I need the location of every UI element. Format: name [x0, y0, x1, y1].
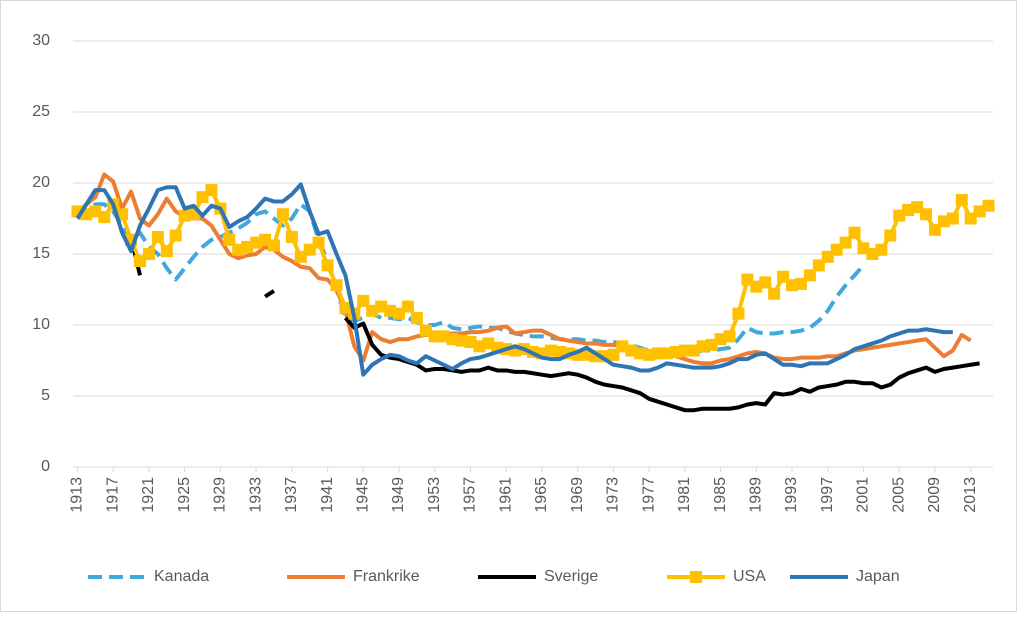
series-marker [759, 276, 772, 289]
x-tick-label: 1969 [569, 477, 586, 513]
x-tick-label: 1925 [176, 477, 193, 513]
x-tick-label: 1989 [748, 477, 765, 513]
series-marker [321, 259, 334, 272]
x-tick-label: 2005 [890, 477, 907, 513]
series-marker [223, 233, 236, 246]
y-tick-label: 30 [32, 32, 50, 49]
series-marker [357, 294, 370, 307]
x-tick-label: 2001 [855, 477, 872, 513]
y-tick-label: 0 [41, 458, 50, 475]
legend-label: Sverige [544, 568, 598, 585]
series-line [75, 182, 953, 377]
x-tick-label: 1997 [819, 477, 836, 513]
series-marker [848, 226, 861, 239]
y-tick-label: 25 [32, 103, 50, 120]
y-tick-label: 20 [32, 174, 50, 191]
x-tick-label: 1985 [712, 477, 729, 513]
series-line [76, 202, 865, 356]
series-marker [884, 229, 897, 242]
x-tick-label: 1973 [605, 477, 622, 513]
y-tick-label: 5 [41, 387, 50, 404]
x-tick-label: 1921 [140, 477, 157, 513]
series-marker [410, 311, 423, 324]
series-marker [955, 194, 968, 207]
series-marker [946, 212, 959, 225]
series-marker [142, 248, 155, 260]
x-tick-label: 1977 [640, 477, 657, 513]
x-tick-label: 1961 [497, 477, 514, 513]
series-marker [723, 330, 736, 343]
series-marker [98, 211, 111, 224]
series-marker [169, 229, 182, 242]
x-tick-label: 1981 [676, 477, 693, 513]
legend-label: Kanada [154, 568, 209, 585]
x-tick-label: 1957 [462, 477, 479, 513]
series-line [76, 172, 972, 366]
series-marker [803, 269, 816, 282]
series-marker [839, 236, 852, 249]
series-marker [285, 230, 298, 243]
series-marker [982, 199, 995, 212]
x-tick-label: 1913 [69, 477, 86, 513]
series-marker [205, 184, 218, 197]
x-tick-label: 1937 [283, 477, 300, 513]
x-tick-label: 1917 [104, 477, 121, 513]
series-marker [768, 287, 781, 300]
series-marker [151, 230, 164, 243]
x-tick-label: 1941 [319, 477, 336, 513]
series-marker [276, 208, 289, 221]
series-marker [160, 245, 173, 258]
series-marker [875, 243, 888, 256]
legend-label: Frankrike [353, 568, 420, 585]
x-tick-label: 1953 [426, 477, 443, 513]
series-marker [267, 239, 280, 252]
y-tick-label: 10 [32, 316, 50, 333]
x-tick-label: 1945 [355, 477, 372, 513]
series-marker [920, 208, 933, 221]
series-marker [330, 279, 343, 292]
y-tick-label: 15 [32, 245, 50, 262]
x-tick-label: 1965 [533, 477, 550, 513]
series-marker [732, 307, 745, 320]
x-tick-label: 2009 [926, 477, 943, 513]
x-tick-label: 1993 [783, 477, 800, 513]
x-tick-label: 2013 [962, 477, 979, 513]
legend-label: USA [733, 568, 766, 585]
legend-marker [690, 571, 702, 583]
legend-label: Japan [856, 568, 900, 585]
x-tick-label: 1933 [247, 477, 264, 513]
series-marker [401, 300, 414, 313]
x-tick-label: 1949 [390, 477, 407, 513]
x-tick-label: 1929 [212, 477, 229, 513]
series-marker [312, 236, 325, 249]
